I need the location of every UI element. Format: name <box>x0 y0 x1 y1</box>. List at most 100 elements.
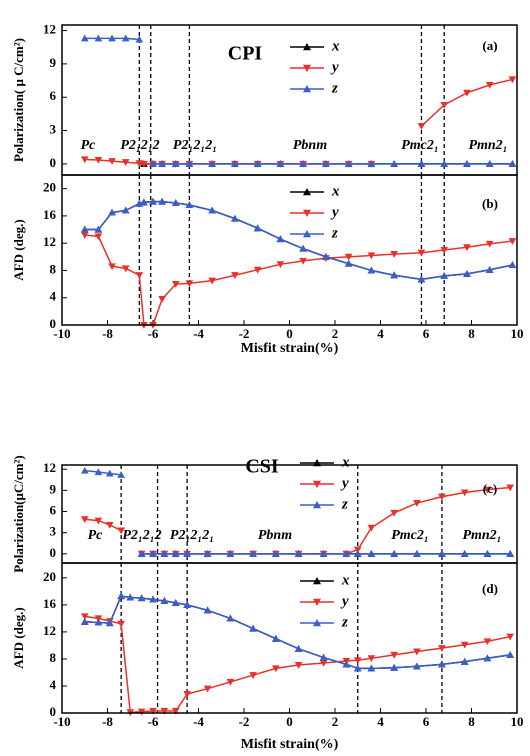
marker <box>203 606 212 614</box>
legend-label: x <box>341 454 350 470</box>
y-tick-label: 6 <box>50 503 57 518</box>
x-axis-label: Misfit strain(%) <box>241 737 339 752</box>
marker <box>508 160 517 167</box>
marker <box>276 235 285 243</box>
marker <box>137 594 146 602</box>
x-tick-label: -8 <box>102 714 113 729</box>
phase-label: Pmc2₁ <box>401 138 439 153</box>
marker <box>121 159 130 167</box>
y-axis-label: Polarization( μ C/cm²) <box>11 38 26 162</box>
marker <box>208 160 216 167</box>
phase-label: P2₁2₁2₁ <box>173 138 217 153</box>
marker <box>508 238 517 245</box>
marker <box>121 34 130 42</box>
marker <box>160 597 169 604</box>
legend-label: y <box>330 204 339 220</box>
marker <box>413 648 421 656</box>
marker <box>140 160 148 168</box>
phase-label: Pbnm <box>293 138 327 153</box>
series-line <box>84 595 511 670</box>
marker <box>117 471 125 478</box>
marker <box>508 76 517 84</box>
y-tick-label: 9 <box>50 55 57 70</box>
marker <box>294 661 303 669</box>
marker <box>231 160 239 167</box>
marker <box>506 550 514 557</box>
x-tick-label: 6 <box>423 714 430 729</box>
x-tick-label: -10 <box>53 714 70 729</box>
y-tick-label: 20 <box>43 569 56 584</box>
marker <box>253 266 262 274</box>
marker <box>344 259 353 267</box>
marker <box>105 469 114 477</box>
marker <box>231 214 239 222</box>
legend-label: y <box>330 59 339 75</box>
marker <box>231 272 239 280</box>
y-axis-label: Polarization(μC/cm²) <box>11 455 26 572</box>
y-tick-label: 16 <box>43 207 57 222</box>
marker <box>80 466 89 474</box>
y-tick-label: 12 <box>43 623 56 638</box>
marker <box>460 489 469 497</box>
marker <box>294 645 303 652</box>
marker <box>463 270 471 277</box>
marker <box>226 550 235 557</box>
marker <box>149 550 157 557</box>
marker <box>440 160 448 167</box>
series-line <box>84 518 122 532</box>
marker <box>108 158 116 165</box>
marker <box>249 672 257 679</box>
x-tick-label: 8 <box>468 714 475 729</box>
marker <box>438 550 446 557</box>
phase-label: P2₁2₁2 <box>120 138 159 153</box>
phase-label: Pmn2₁ <box>462 528 501 543</box>
x-tick-label: -6 <box>148 714 159 729</box>
marker <box>149 707 157 715</box>
marker <box>276 261 285 269</box>
marker <box>171 281 180 288</box>
series-line <box>84 234 513 326</box>
marker <box>483 550 492 557</box>
marker <box>249 550 257 557</box>
legend-label: x <box>331 38 340 54</box>
y-tick-label: 6 <box>50 88 57 103</box>
marker <box>440 246 448 254</box>
legend-marker <box>313 480 321 488</box>
marker <box>208 206 216 214</box>
y-axis-label: AFD (deg.) <box>11 219 26 280</box>
x-tick-label: -4 <box>193 326 204 341</box>
marker <box>276 160 285 167</box>
marker <box>117 592 125 600</box>
y-tick-label: 12 <box>43 22 56 37</box>
x-tick-label: 0 <box>286 326 293 341</box>
y-tick-label: 0 <box>50 155 57 170</box>
marker <box>460 550 469 557</box>
marker <box>319 550 328 557</box>
legend-label: y <box>340 475 349 491</box>
legend-marker <box>303 209 311 217</box>
marker <box>105 619 114 627</box>
marker <box>94 34 103 42</box>
marker <box>80 231 89 239</box>
marker <box>272 665 280 673</box>
x-tick-label: -8 <box>102 326 113 341</box>
marker <box>440 272 448 279</box>
marker <box>367 524 376 532</box>
marker <box>390 509 398 517</box>
marker <box>353 657 362 665</box>
y-tick-label: 0 <box>50 316 57 331</box>
y-tick-label: 4 <box>50 677 57 692</box>
marker <box>94 233 103 241</box>
marker <box>203 550 212 557</box>
marker <box>483 486 492 494</box>
plot-frame <box>61 464 518 564</box>
panel-label: (a) <box>482 38 497 53</box>
marker <box>367 655 376 663</box>
marker <box>171 550 180 557</box>
marker <box>160 707 169 715</box>
legend-marker <box>313 598 321 606</box>
marker <box>485 160 494 167</box>
panel-label: (c) <box>483 481 497 496</box>
legend-label: z <box>331 80 338 96</box>
series-line <box>420 78 513 127</box>
